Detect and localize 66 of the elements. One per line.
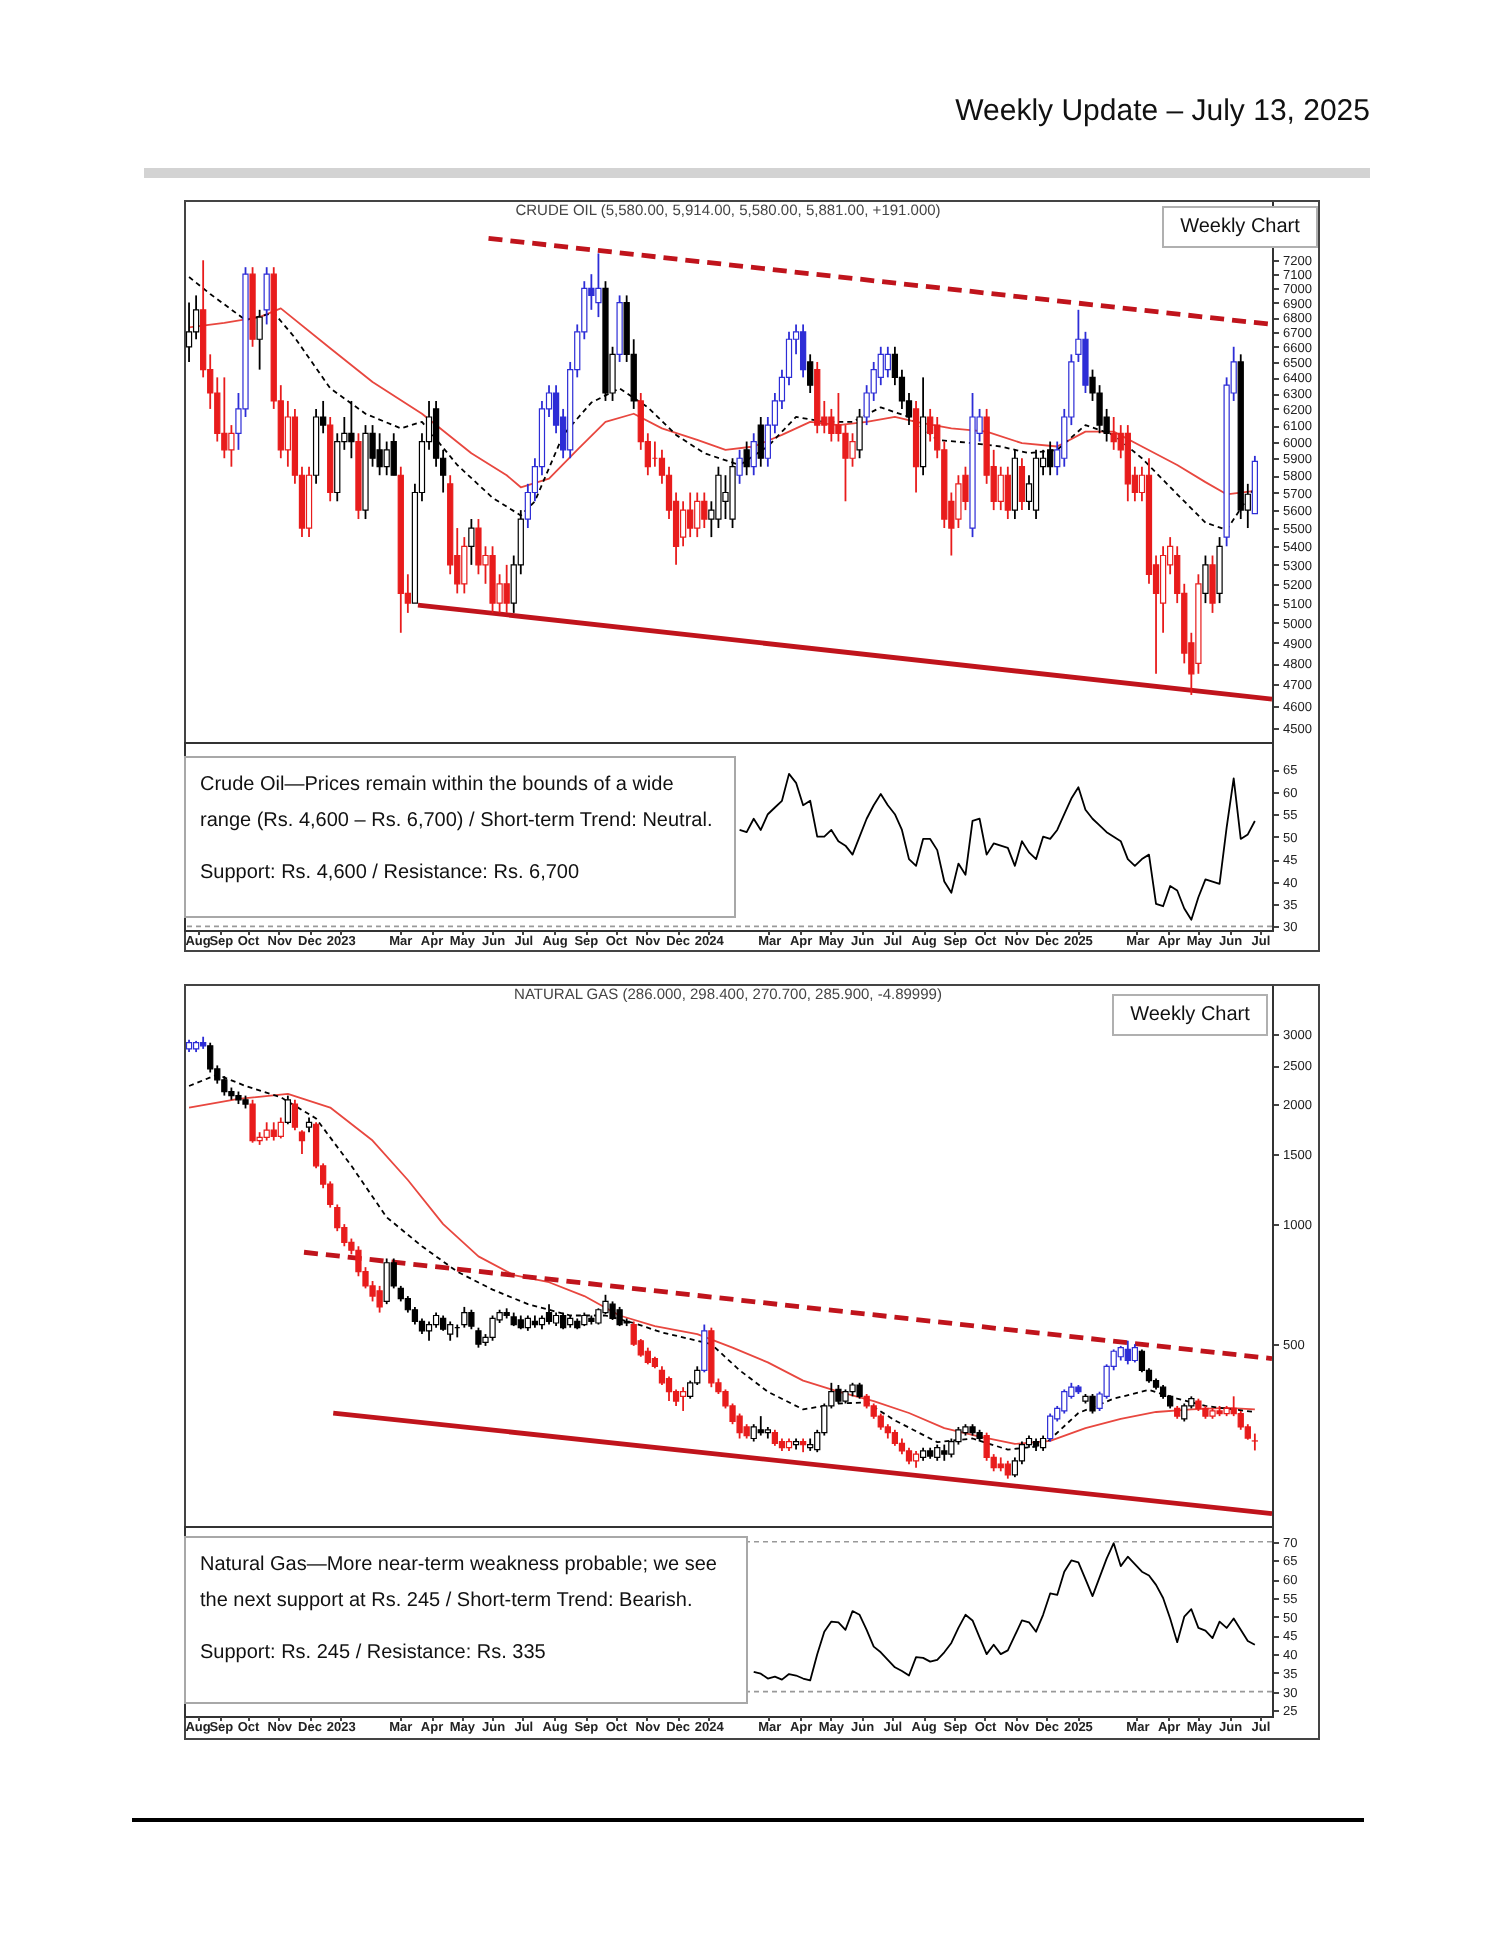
candlestick <box>1131 1343 1139 1364</box>
annotation: Support: Rs. 4,600 / Resistance: Rs. 6,700 <box>200 860 582 888</box>
candlestick <box>461 1306 468 1329</box>
candlestick <box>1251 1432 1258 1452</box>
candlestick <box>997 465 1004 512</box>
candlestick <box>1047 1412 1054 1443</box>
candlestick <box>425 1320 433 1342</box>
candlestick <box>475 1326 482 1349</box>
label-box: Weekly Chart <box>1112 994 1268 1036</box>
candlestick <box>835 1384 842 1405</box>
label-box: Weekly Chart <box>1162 206 1318 248</box>
candlestick <box>376 432 383 477</box>
candlestick <box>1124 1339 1131 1366</box>
candlestick <box>1089 1393 1096 1415</box>
candlestick <box>679 1386 687 1412</box>
candlestick <box>489 545 496 614</box>
candlestick <box>390 432 397 477</box>
candlestick <box>475 518 482 576</box>
line-series <box>738 772 1256 921</box>
candlestick <box>1018 457 1026 512</box>
candlestick <box>348 400 355 460</box>
candlestick <box>743 440 750 477</box>
candlestick <box>503 563 510 614</box>
annotation: Natural Gas—More near-term weakness probable; we see the next support at Rs. 245 / Short-term Trend: Bearish. <box>200 1552 719 1616</box>
candlestick <box>884 345 891 379</box>
candlestick <box>757 416 764 468</box>
candlestick <box>291 1098 299 1132</box>
candlestick <box>489 1314 496 1342</box>
candlestick <box>376 1284 383 1314</box>
candlestick <box>447 1320 454 1342</box>
candlestick <box>1004 465 1011 520</box>
candlestick <box>1047 440 1054 477</box>
candlestick <box>383 440 390 477</box>
candlestick <box>616 1306 623 1327</box>
candlestick <box>687 491 694 539</box>
candlestick <box>221 376 228 460</box>
candlestick <box>1061 1388 1068 1415</box>
annotation: Support: Rs. 245 / Resistance: Rs. 335 <box>200 1640 548 1668</box>
candlestick <box>807 353 814 394</box>
line-series <box>752 1542 1256 1682</box>
candlestick <box>284 400 291 468</box>
note-box: Crude Oil—Prices remain within the bounds of a wide range (Rs. 4,600 – Rs. 6,700) / Short-term Trend: Neutral. Support: Rs. 4,600 / Resistance: Rs. 6,700 <box>184 756 736 918</box>
candlestick <box>249 1098 256 1144</box>
candlestick <box>722 474 729 520</box>
candlestick <box>185 301 193 363</box>
candlestick <box>1209 554 1216 614</box>
candlestick <box>609 1300 616 1321</box>
candlestick <box>270 1121 277 1142</box>
candlestick <box>468 1308 475 1331</box>
candlestick <box>757 1415 764 1437</box>
candlestick <box>679 500 687 548</box>
text: Weekly Update – July 13, 2025 <box>955 94 1370 128</box>
candlestick <box>298 1129 306 1155</box>
candlestick <box>701 491 708 529</box>
candlestick <box>1110 416 1117 451</box>
candlestick <box>256 308 263 371</box>
candlestick <box>383 1257 390 1306</box>
candlestick <box>595 252 602 318</box>
annotation: Crude Oil—Prices remain within the bounds of a wide range (Rs. 4,600 – Rs. 6,700) / Short-term Trend: Neutral. <box>200 772 715 836</box>
candlestick <box>715 465 722 529</box>
candlestick <box>799 323 807 379</box>
candlestick <box>263 1121 270 1142</box>
candlestick <box>694 491 701 539</box>
note-box: Natural Gas—More near-term weakness probable; we see the next support at Rs. 245 / Short-term Trend: Bearish. Support: Rs. 245 / Resistance: Rs. 335 <box>184 1536 748 1704</box>
candlestick <box>750 432 757 477</box>
candlestick <box>545 1303 553 1326</box>
